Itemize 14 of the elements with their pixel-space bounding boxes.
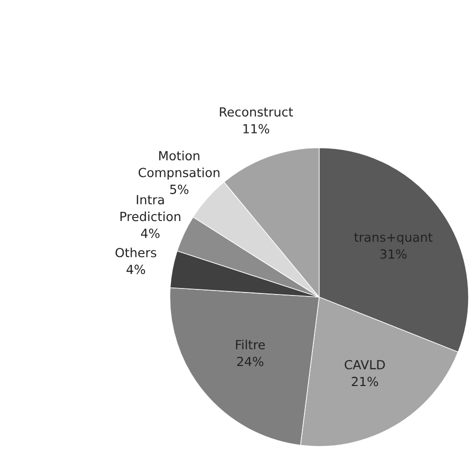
data-label: 11% bbox=[243, 124, 270, 134]
data-label: 21% bbox=[352, 376, 378, 386]
data-label: 4% bbox=[126, 264, 146, 274]
data-label: 4% bbox=[140, 228, 160, 238]
data-label: 5% bbox=[170, 184, 188, 194]
slice-label: Filtre bbox=[236, 340, 265, 350]
slice-label: Intra Prediction bbox=[120, 195, 180, 222]
slice-label: CAVLD bbox=[344, 360, 385, 370]
data-label: 24% bbox=[237, 356, 264, 366]
slice-label: Motion Compnsation bbox=[138, 150, 220, 180]
slice-label: Reconstruct bbox=[220, 107, 293, 117]
slice-label: trans+quant bbox=[354, 232, 432, 244]
slice-label: Others bbox=[116, 248, 156, 258]
data-label: 31% bbox=[380, 249, 407, 259]
